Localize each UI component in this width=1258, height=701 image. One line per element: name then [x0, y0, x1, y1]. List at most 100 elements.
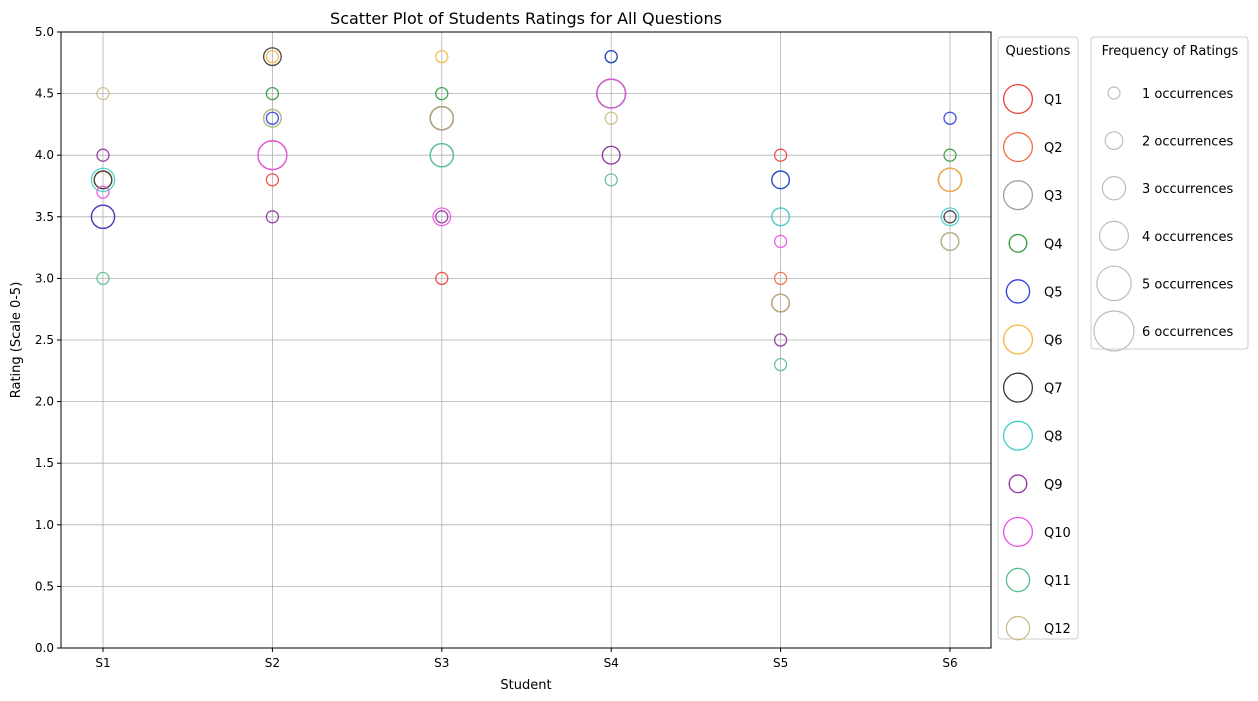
point-q11-s4	[604, 173, 618, 187]
tick-label-y-2: 1.0	[35, 518, 54, 532]
point-q11-s5	[773, 357, 788, 372]
point-q12-s2	[262, 108, 282, 128]
tick-label-y-4: 2.0	[35, 395, 54, 409]
point-q7-s1	[93, 170, 113, 190]
point-q8-s6	[940, 207, 960, 227]
legend-label-q4: Q4	[1044, 237, 1063, 252]
point-q12-s1	[96, 86, 110, 101]
legend-frequency-label-2: 2 occurrences	[1142, 135, 1233, 150]
legend-frequency-label-3: 3 occurrences	[1142, 182, 1233, 197]
legend-label-q2: Q2	[1044, 141, 1063, 156]
legend-frequency-title: Frequency of Ratings	[1102, 44, 1239, 59]
legend-label-q9: Q9	[1044, 478, 1063, 493]
legend-questions-title: Questions	[1006, 44, 1071, 59]
legend-marker-q6	[1002, 324, 1034, 355]
point-q1-s5	[773, 148, 788, 162]
point-q5-s5	[771, 170, 791, 190]
legend-frequency-marker-3	[1101, 175, 1127, 201]
point-q10-s4	[596, 78, 627, 109]
point-q7-s2	[262, 47, 282, 67]
legend-label-q6: Q6	[1044, 334, 1063, 349]
legend-label-q11: Q11	[1044, 574, 1071, 589]
point-q4-s3	[435, 86, 449, 101]
point-q10-s1	[96, 185, 110, 199]
legend-frequency-label-6: 6 occurrences	[1142, 325, 1233, 340]
grid	[61, 31, 991, 649]
point-q5-s4	[604, 49, 618, 64]
point-q6-s6	[937, 167, 963, 193]
legend-frequency-frame	[1090, 36, 1249, 350]
point-q9-s1	[96, 148, 110, 162]
legend-marker-q12	[1005, 615, 1031, 641]
point-q10-s2	[257, 140, 288, 171]
point-q7-s6	[943, 210, 957, 224]
point-q5-s1	[90, 204, 116, 230]
tick-label-x-3: S4	[604, 656, 619, 670]
legend-frequency-marker-1	[1107, 86, 1121, 100]
point-q12-s4	[604, 111, 618, 125]
point-q6-s2	[265, 49, 280, 64]
tick-label-x-0: S1	[95, 656, 110, 670]
point-q1-s3	[435, 271, 449, 286]
legend-marker-q3	[1002, 180, 1034, 211]
tick-label-y-5: 2.5	[35, 333, 54, 347]
point-q9-s2	[265, 210, 280, 224]
legend-label-q1: Q1	[1044, 93, 1063, 108]
legend-marker-q5	[1005, 279, 1031, 304]
point-q10-s3	[432, 207, 452, 227]
legend-marker-q1	[1002, 83, 1034, 115]
point-q9-s3	[435, 210, 449, 224]
point-q5-s6	[943, 111, 957, 125]
legend-frequency-marker-4	[1098, 220, 1129, 251]
legend-marker-q7	[1002, 372, 1034, 403]
legend-label-q12: Q12	[1044, 622, 1071, 637]
point-q8-s1	[90, 167, 116, 193]
y-axis-label: Rating (Scale 0-5)	[9, 282, 24, 399]
legend-frequency-label-5: 5 occurrences	[1142, 277, 1233, 292]
tick-label-x-4: S5	[773, 656, 788, 670]
tick-label-y-7: 3.5	[35, 210, 54, 224]
tick-label-y-10: 5.0	[35, 25, 54, 39]
point-q8-s5	[771, 207, 791, 227]
legend-marker-q11	[1005, 567, 1031, 593]
legend-label-q7: Q7	[1044, 382, 1063, 397]
legend-label-q10: Q10	[1044, 526, 1071, 541]
data-points	[90, 47, 963, 372]
point-q12-s6	[940, 231, 960, 251]
point-q6-s3	[435, 49, 449, 64]
tick-label-y-9: 4.5	[35, 87, 54, 101]
legend-frequency-marker-2	[1104, 131, 1124, 151]
legend-frequency-marker-6	[1093, 310, 1135, 352]
tick-label-x-5: S6	[942, 656, 957, 670]
tick-label-y-0: 0.0	[35, 641, 54, 655]
chart-title: Scatter Plot of Students Ratings for All…	[330, 9, 722, 28]
point-q12-s3	[429, 105, 455, 131]
tick-label-y-3: 1.5	[35, 456, 54, 470]
point-q9-s5	[773, 333, 788, 347]
tick-label-y-1: 0.5	[35, 579, 54, 593]
legend-questions-frame	[997, 36, 1079, 640]
point-q11-s3	[429, 142, 455, 168]
legend-marker-q8	[1002, 420, 1034, 451]
point-q9-s4	[601, 145, 621, 165]
point-q12-s5	[771, 293, 791, 313]
legend-label-q5: Q5	[1044, 285, 1063, 300]
tick-label-x-1: S2	[265, 656, 280, 670]
x-axis-label: Student	[500, 678, 551, 693]
point-q11-s1	[96, 271, 110, 286]
legend-marker-q9	[1008, 474, 1028, 494]
point-q4-s6	[943, 148, 957, 162]
legend-marker-q2	[1002, 132, 1034, 163]
legend-label-q8: Q8	[1044, 430, 1063, 445]
legend-frequency-marker-5	[1096, 265, 1132, 302]
legend-frequency-label-4: 4 occurrences	[1142, 230, 1233, 245]
tick-label-x-2: S3	[434, 656, 449, 670]
legend-questions: Questions Q1 Q2 Q3 Q4 Q5 Q6 Q7 Q8 Q9 Q10 Q11 Q12	[997, 36, 1079, 641]
legend-frequency: Frequency of Ratings 1 occurrences 2 occu…	[1090, 36, 1249, 352]
point-q10-s5	[773, 234, 788, 249]
point-q1-s2	[265, 173, 280, 187]
legend-label-q3: Q3	[1044, 189, 1063, 204]
legend-marker-q10	[1002, 516, 1034, 547]
point-q4-s2	[265, 86, 280, 101]
